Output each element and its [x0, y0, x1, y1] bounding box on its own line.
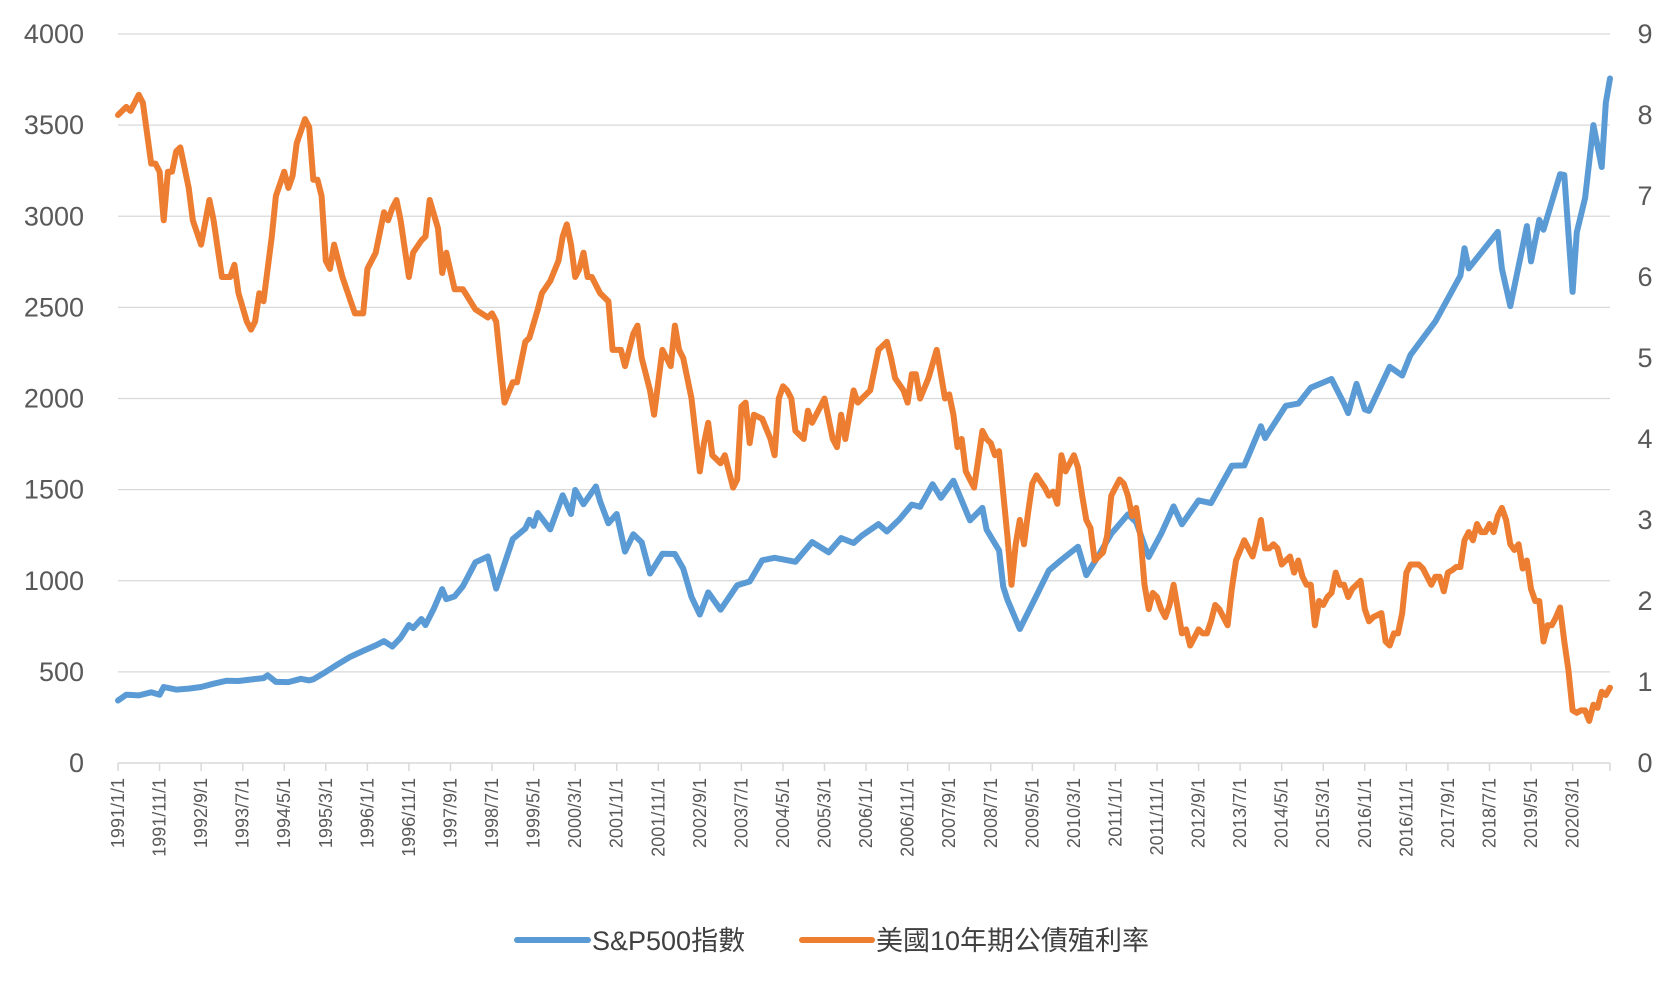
- y-tick-label: 3500: [24, 110, 84, 140]
- x-tick-label: 1998/7/1: [482, 778, 502, 848]
- x-tick-label: 1995/3/1: [316, 778, 336, 848]
- series-line-sp500: [115, 75, 1613, 704]
- x-tick-label: 2007/9/1: [939, 778, 959, 848]
- y-tick-label: 0: [69, 748, 84, 778]
- y-axis-left: 0 500 1000 1500 2000 2500 3000 3500 4000: [24, 19, 84, 778]
- y2-tick-label: 6: [1637, 262, 1652, 292]
- x-tick-label: 2016/1/1: [1355, 778, 1375, 848]
- x-tick-label: 2014/5/1: [1272, 778, 1292, 848]
- x-tick-label: 2008/7/1: [981, 778, 1001, 848]
- x-tick-label: 2003/7/1: [731, 778, 751, 848]
- y-tick-label: 2000: [24, 384, 84, 414]
- y2-tick-label: 5: [1637, 343, 1652, 373]
- x-tick-label: 2002/9/1: [690, 778, 710, 848]
- x-axis: 1991/1/1 1991/11/1 1992/9/1 1993/7/1 1994/5/…: [108, 762, 1611, 857]
- x-tick-label: 1996/11/1: [399, 778, 419, 857]
- x-tick-label: 1994/5/1: [274, 778, 294, 848]
- x-tick-label: 2015/3/1: [1313, 778, 1333, 848]
- legend: S&P500指數 美國10年期公債殖利率: [514, 926, 1149, 956]
- x-tick-label: 1991/1/1: [108, 778, 128, 848]
- y-tick-label: 1500: [24, 475, 84, 505]
- x-tick-label: 2006/1/1: [856, 778, 876, 848]
- x-tick-label: 2013/7/1: [1230, 778, 1250, 848]
- x-tick-label: 2009/5/1: [1022, 778, 1042, 848]
- y-tick-label: 1000: [24, 566, 84, 596]
- y2-tick-label: 1: [1637, 667, 1652, 697]
- gridlines: [118, 33, 1610, 673]
- x-tick-label: 2018/7/1: [1479, 778, 1499, 848]
- legend-label-treasury-yield: 美國10年期公債殖利率: [876, 926, 1149, 956]
- x-tick-label: 2020/3/1: [1563, 778, 1583, 848]
- x-tick-label: 1993/7/1: [233, 778, 253, 848]
- y2-tick-label: 2: [1637, 586, 1652, 616]
- y-tick-label: 4000: [24, 19, 84, 49]
- legend-label-sp500: S&P500指數: [592, 926, 745, 956]
- y2-tick-label: 3: [1637, 505, 1652, 535]
- x-tick-label: 2001/11/1: [648, 778, 668, 857]
- y2-tick-label: 7: [1637, 181, 1652, 211]
- x-tick-label: 2001/1/1: [607, 778, 627, 848]
- y-tick-label: 3000: [24, 201, 84, 231]
- y2-tick-label: 4: [1637, 424, 1652, 454]
- y-tick-label: 500: [39, 657, 84, 687]
- x-tick-label: 1997/9/1: [440, 778, 460, 848]
- x-tick-label: 1992/9/1: [191, 778, 211, 848]
- x-tick-label: 2017/9/1: [1438, 778, 1458, 848]
- x-tick-label: 1996/1/1: [357, 778, 377, 848]
- x-tick-label: 1999/5/1: [524, 778, 544, 848]
- y2-tick-label: 9: [1637, 19, 1652, 49]
- x-tick-label: 2004/5/1: [773, 778, 793, 848]
- series-line-treasury-yield: [115, 91, 1613, 724]
- series-lines: [115, 75, 1613, 724]
- x-tick-label: 1991/11/1: [150, 778, 170, 857]
- y2-tick-label: 0: [1637, 748, 1652, 778]
- x-tick-label: 2012/9/1: [1189, 778, 1209, 848]
- x-tick-label: 2016/11/1: [1396, 778, 1416, 857]
- x-tick-label: 2006/11/1: [898, 778, 918, 857]
- y-axis-right: 0 1 2 3 4 5 6 7 8 9: [1637, 19, 1652, 778]
- x-tick-label: 2011/11/1: [1147, 778, 1167, 855]
- x-tick-label: 2000/3/1: [565, 778, 585, 848]
- x-tick-label: 2010/3/1: [1064, 778, 1084, 848]
- x-tick-label: 2011/1/1: [1105, 778, 1125, 847]
- x-tick-label: 2019/5/1: [1521, 778, 1541, 848]
- x-tick-label: 2005/3/1: [815, 778, 835, 848]
- y-tick-label: 2500: [24, 292, 84, 322]
- y2-tick-label: 8: [1637, 100, 1652, 130]
